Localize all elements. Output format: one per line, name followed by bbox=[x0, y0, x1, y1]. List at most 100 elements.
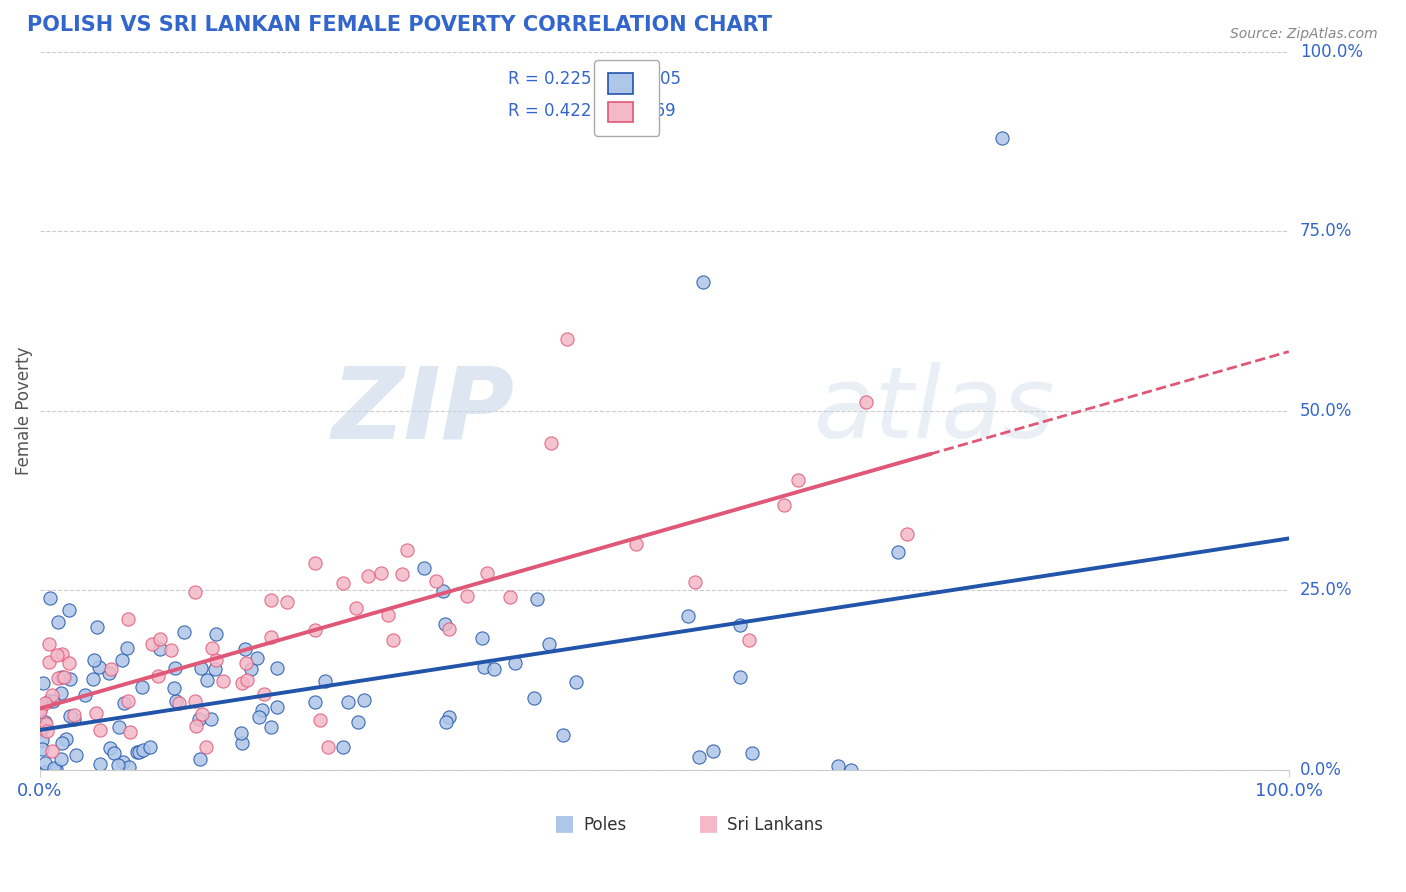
Point bbox=[34, 696, 56, 710]
Point bbox=[46, 671, 69, 685]
Point bbox=[34, 714, 56, 729]
Point bbox=[35, 723, 58, 738]
Text: atlas: atlas bbox=[814, 362, 1056, 459]
Point bbox=[437, 709, 460, 723]
Point bbox=[353, 693, 375, 707]
Point bbox=[526, 591, 548, 606]
Point bbox=[59, 672, 82, 686]
Point bbox=[276, 595, 298, 609]
Point bbox=[205, 652, 228, 666]
Point bbox=[827, 758, 849, 772]
Point bbox=[413, 561, 436, 575]
Point bbox=[82, 672, 104, 686]
Point bbox=[233, 642, 256, 657]
Point bbox=[678, 608, 700, 623]
Point bbox=[62, 708, 84, 723]
Point bbox=[38, 637, 60, 651]
Point bbox=[125, 745, 148, 759]
Point bbox=[84, 798, 107, 813]
Point bbox=[499, 590, 522, 604]
Point bbox=[53, 670, 76, 684]
Point bbox=[58, 657, 80, 671]
Point bbox=[434, 617, 457, 632]
Text: ■: ■ bbox=[554, 813, 575, 833]
Point bbox=[117, 612, 139, 626]
Point bbox=[188, 712, 211, 726]
Point bbox=[59, 709, 82, 723]
Point bbox=[434, 714, 457, 729]
Point bbox=[112, 755, 135, 769]
Point bbox=[197, 673, 219, 688]
Point bbox=[117, 694, 139, 708]
Point bbox=[141, 637, 163, 651]
Point bbox=[165, 694, 187, 708]
Point bbox=[855, 395, 877, 409]
Point bbox=[97, 798, 120, 813]
Point bbox=[437, 622, 460, 636]
Point bbox=[100, 662, 122, 676]
Point bbox=[30, 784, 52, 798]
Point bbox=[111, 653, 134, 667]
Point bbox=[112, 696, 135, 710]
Point bbox=[253, 687, 276, 701]
Point bbox=[201, 641, 224, 656]
Point bbox=[51, 648, 73, 662]
Point bbox=[45, 648, 67, 662]
Point bbox=[51, 736, 73, 750]
Point bbox=[564, 675, 586, 690]
Point bbox=[772, 498, 794, 512]
Point bbox=[212, 673, 235, 688]
Point bbox=[191, 706, 214, 721]
Y-axis label: Female Poverty: Female Poverty bbox=[15, 347, 32, 475]
Point bbox=[159, 643, 181, 657]
Point bbox=[553, 728, 575, 742]
Point bbox=[30, 723, 52, 738]
Point bbox=[304, 624, 326, 638]
Point bbox=[692, 275, 714, 289]
Point bbox=[115, 640, 138, 655]
Point bbox=[132, 743, 155, 757]
Point bbox=[200, 712, 222, 726]
Point bbox=[235, 673, 257, 687]
Point bbox=[266, 661, 288, 675]
Point bbox=[204, 662, 226, 676]
Point bbox=[786, 474, 808, 488]
Point bbox=[314, 673, 336, 688]
Point bbox=[432, 583, 454, 598]
Point bbox=[75, 688, 97, 702]
Point bbox=[165, 661, 187, 675]
Point bbox=[260, 630, 283, 644]
Point bbox=[991, 131, 1014, 145]
Point bbox=[456, 589, 478, 603]
Point bbox=[522, 691, 544, 706]
Point bbox=[35, 717, 58, 731]
Point bbox=[190, 661, 212, 675]
Text: ZIP: ZIP bbox=[332, 362, 515, 459]
Point bbox=[41, 744, 63, 758]
Point bbox=[741, 746, 763, 760]
Point bbox=[63, 712, 86, 726]
Point bbox=[205, 627, 228, 641]
Point bbox=[344, 600, 367, 615]
Point bbox=[370, 566, 392, 580]
Point bbox=[839, 764, 862, 778]
Text: R = 0.422    N =  69: R = 0.422 N = 69 bbox=[508, 102, 676, 120]
Point bbox=[346, 715, 368, 730]
Point bbox=[49, 685, 72, 699]
Point bbox=[87, 660, 110, 674]
Point bbox=[107, 758, 129, 772]
Point bbox=[169, 696, 191, 710]
Point bbox=[149, 642, 172, 657]
Point bbox=[475, 566, 498, 580]
Point bbox=[503, 656, 526, 670]
Point bbox=[31, 742, 53, 756]
Point bbox=[97, 665, 120, 680]
Point bbox=[260, 720, 283, 734]
Text: 100.0%: 100.0% bbox=[1301, 43, 1362, 61]
Point bbox=[30, 705, 52, 719]
Text: 0.0%: 0.0% bbox=[1301, 761, 1341, 779]
Point bbox=[30, 700, 52, 714]
Point bbox=[540, 436, 562, 450]
Point bbox=[471, 631, 494, 645]
Point bbox=[728, 618, 751, 632]
